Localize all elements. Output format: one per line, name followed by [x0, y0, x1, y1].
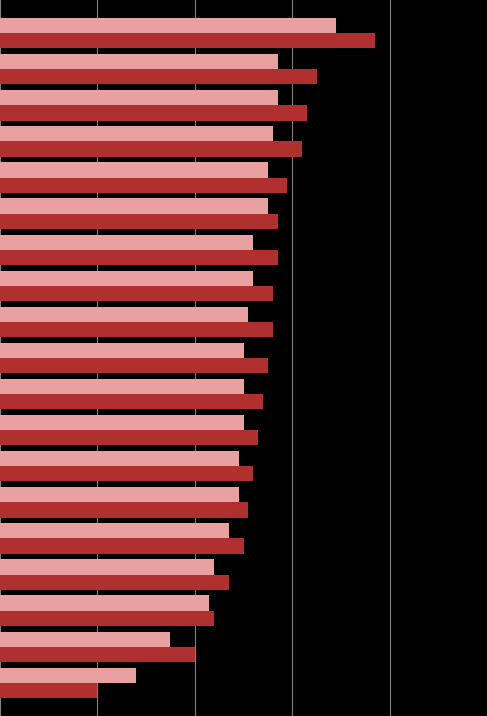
Bar: [0, 559, 214, 574]
Bar: [0, 33, 375, 49]
Bar: [0, 178, 287, 193]
Bar: [0, 250, 278, 265]
Bar: [0, 142, 302, 157]
Bar: [0, 503, 248, 518]
Bar: [0, 611, 214, 626]
Bar: [0, 574, 229, 590]
Bar: [0, 451, 239, 466]
Bar: [0, 647, 195, 662]
Bar: [0, 415, 244, 430]
Bar: [0, 90, 278, 105]
Bar: [0, 271, 253, 286]
Bar: [0, 322, 273, 337]
Bar: [0, 379, 244, 394]
Bar: [0, 343, 244, 358]
Bar: [0, 213, 278, 229]
Bar: [0, 394, 263, 410]
Bar: [0, 632, 170, 647]
Bar: [0, 235, 253, 250]
Bar: [0, 198, 268, 213]
Bar: [0, 487, 239, 503]
Bar: [0, 306, 248, 322]
Bar: [0, 163, 268, 178]
Bar: [0, 286, 273, 301]
Bar: [0, 667, 136, 683]
Bar: [0, 126, 273, 142]
Bar: [0, 683, 97, 698]
Bar: [0, 466, 253, 481]
Bar: [0, 523, 229, 538]
Bar: [0, 18, 336, 33]
Bar: [0, 54, 278, 69]
Bar: [0, 358, 268, 373]
Bar: [0, 69, 317, 84]
Bar: [0, 430, 258, 445]
Bar: [0, 105, 307, 120]
Bar: [0, 596, 209, 611]
Bar: [0, 538, 244, 553]
